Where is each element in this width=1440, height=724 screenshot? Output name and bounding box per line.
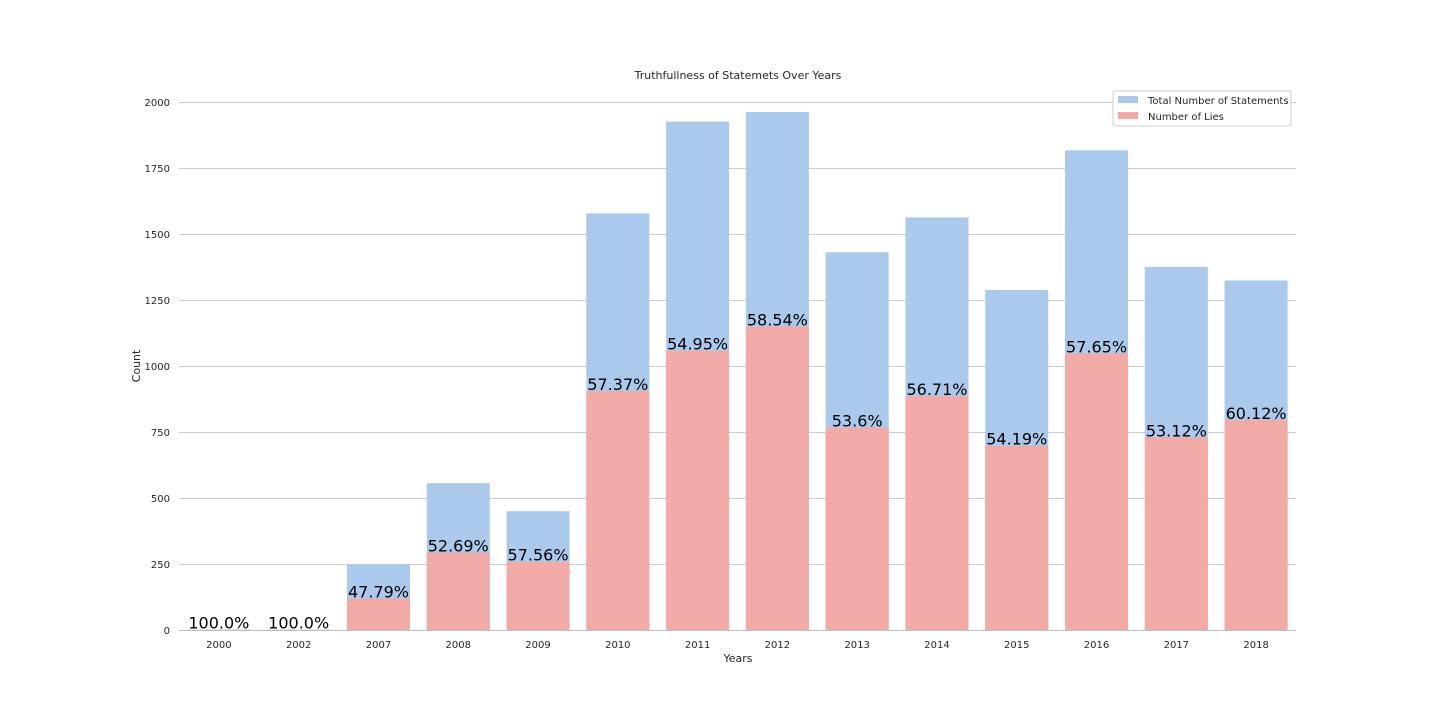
legend-swatch-lies [1118, 112, 1138, 119]
x-axis-ticks: 2000 2002 2007 2008 2009 2010 2011 2012 2013 2014… [206, 640, 1269, 651]
data-label-2007: 47.79% [348, 583, 409, 602]
legend-swatch-total [1118, 96, 1138, 103]
x-tick-label: 2000 [206, 640, 231, 651]
data-label-2012: 58.54% [747, 311, 808, 330]
x-tick-label: 2012 [765, 640, 790, 651]
data-label-2014: 56.71% [906, 380, 967, 399]
grid-lines [179, 103, 1296, 565]
x-tick-label: 2015 [1004, 640, 1029, 651]
y-tick-label: 1750 [145, 164, 170, 175]
x-axis-label: Years [722, 652, 752, 665]
bar-lies-2014 [905, 396, 968, 630]
data-label-2016: 57.65% [1066, 337, 1127, 356]
y-tick-label: 1000 [145, 362, 170, 373]
bar-lies-2007 [347, 599, 410, 630]
data-label-2008: 52.69% [428, 537, 489, 556]
x-tick-label: 2014 [924, 640, 949, 651]
x-tick-label: 2009 [525, 640, 550, 651]
x-tick-label: 2017 [1164, 640, 1189, 651]
y-tick-label: 1250 [145, 296, 170, 307]
x-tick-label: 2007 [366, 640, 391, 651]
x-tick-label: 2016 [1084, 640, 1109, 651]
x-tick-label: 2008 [446, 640, 471, 651]
x-tick-label: 2013 [844, 640, 869, 651]
x-tick-label: 2018 [1243, 640, 1268, 651]
bar-lies-2012 [746, 327, 809, 630]
data-label-2017: 53.12% [1146, 421, 1207, 440]
bar-lies-2015 [985, 446, 1048, 630]
data-label-2000: 100.0% [188, 614, 249, 633]
bar-lies-2017 [1145, 437, 1208, 630]
bar-lies-2016 [1065, 353, 1128, 630]
chart-title: Truthfullness of Statemets Over Years [634, 69, 842, 82]
y-axis-label: Count [130, 349, 143, 382]
y-tick-label: 250 [151, 560, 170, 571]
y-tick-label: 750 [151, 428, 170, 439]
x-tick-label: 2002 [286, 640, 311, 651]
data-label-2002: 100.0% [268, 614, 329, 633]
y-tick-label: 1500 [145, 230, 170, 241]
x-tick-label: 2011 [685, 640, 710, 651]
bar-lies-2018 [1225, 420, 1288, 630]
data-label-2011: 54.95% [667, 335, 728, 354]
y-axis-ticks: 0 250 500 750 1000 1250 1500 1750 2000 [145, 98, 170, 637]
legend: Total Number of Statements Number of Lie… [1113, 91, 1291, 126]
bar-lies-2009 [507, 562, 570, 630]
legend-label-lies: Number of Lies [1148, 112, 1224, 123]
data-label-2010: 57.37% [587, 375, 648, 394]
x-tick-label: 2010 [605, 640, 630, 651]
y-tick-label: 0 [164, 626, 170, 637]
bar-lies-2013 [826, 428, 889, 630]
y-tick-label: 2000 [145, 98, 170, 109]
bar-lies-2011 [666, 351, 729, 630]
bar-lies-2010 [586, 391, 649, 630]
legend-label-total: Total Number of Statements [1147, 96, 1289, 107]
y-tick-label: 500 [151, 494, 170, 505]
data-label-2013: 53.6% [832, 412, 883, 431]
data-label-2009: 57.56% [508, 546, 569, 565]
data-label-2018: 60.12% [1226, 404, 1287, 423]
bar-lies-2008 [427, 553, 490, 630]
data-label-2015: 54.19% [986, 430, 1047, 449]
